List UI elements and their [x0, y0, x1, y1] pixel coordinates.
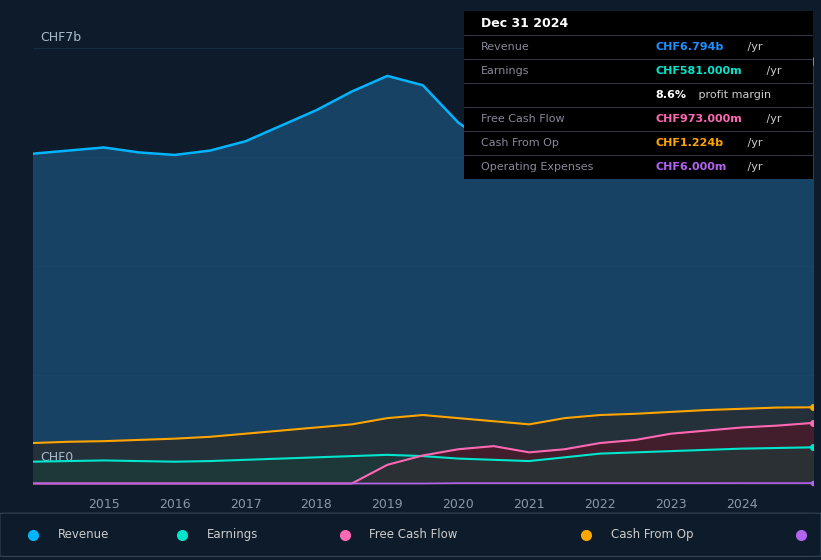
Text: CHF581.000m: CHF581.000m	[656, 66, 742, 76]
Text: Revenue: Revenue	[57, 528, 109, 542]
FancyBboxPatch shape	[0, 513, 821, 557]
Text: Revenue: Revenue	[481, 42, 530, 52]
Text: profit margin: profit margin	[695, 90, 771, 100]
Text: Dec 31 2024: Dec 31 2024	[481, 17, 569, 30]
Text: /yr: /yr	[744, 42, 762, 52]
Text: CHF1.224b: CHF1.224b	[656, 138, 724, 148]
Text: 8.6%: 8.6%	[656, 90, 687, 100]
Text: /yr: /yr	[764, 114, 782, 124]
Text: CHF6.000m: CHF6.000m	[656, 162, 727, 172]
Text: Cash From Op: Cash From Op	[611, 528, 693, 542]
Text: Operating Expenses: Operating Expenses	[481, 162, 594, 172]
Text: /yr: /yr	[744, 138, 762, 148]
Text: /yr: /yr	[744, 162, 762, 172]
Text: Cash From Op: Cash From Op	[481, 138, 559, 148]
Text: Free Cash Flow: Free Cash Flow	[481, 114, 565, 124]
Text: CHF6.794b: CHF6.794b	[656, 42, 724, 52]
Text: CHF7b: CHF7b	[41, 31, 82, 44]
Text: Earnings: Earnings	[207, 528, 259, 542]
Text: CHF0: CHF0	[41, 451, 74, 464]
Text: /yr: /yr	[764, 66, 782, 76]
Text: Earnings: Earnings	[481, 66, 530, 76]
Text: Free Cash Flow: Free Cash Flow	[369, 528, 458, 542]
Text: CHF973.000m: CHF973.000m	[656, 114, 742, 124]
